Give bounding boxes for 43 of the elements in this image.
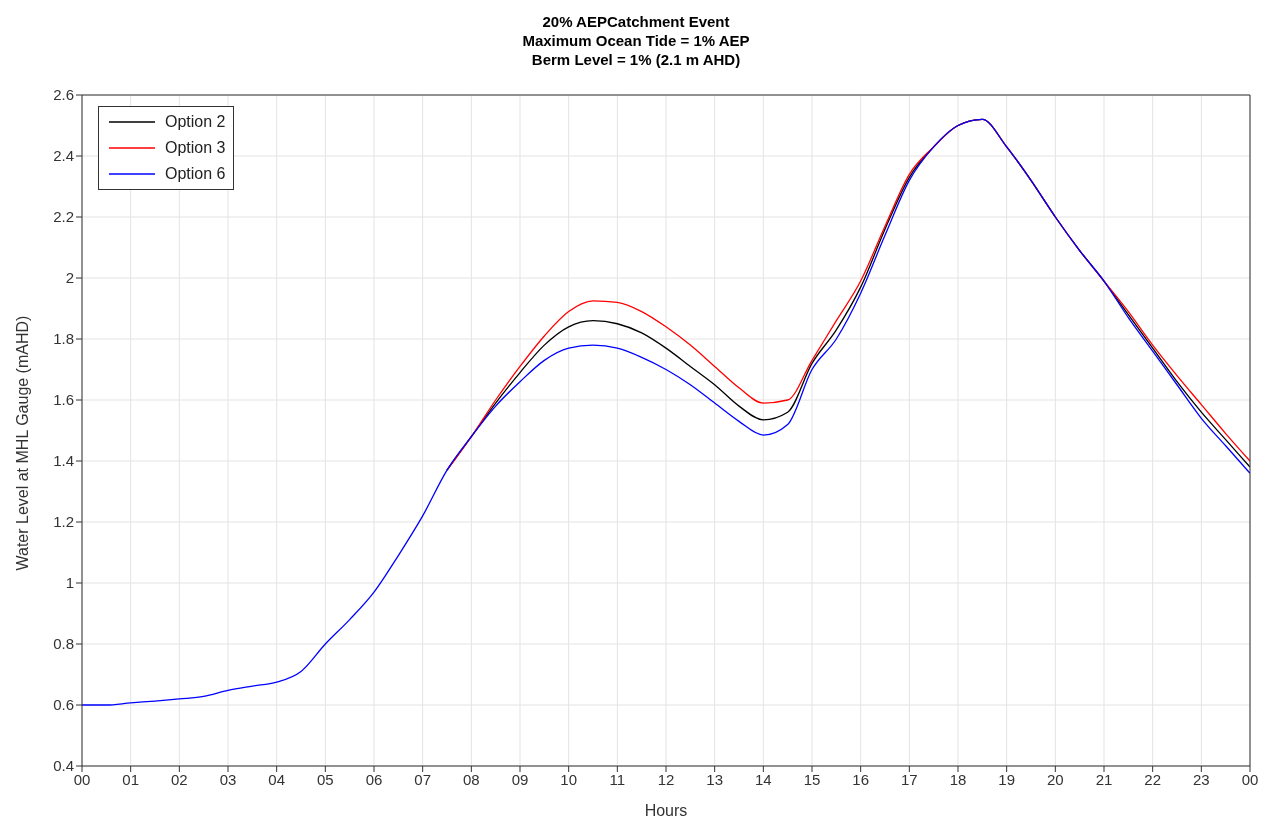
x-tick-label: 05 bbox=[316, 770, 334, 788]
x-tick-label: 01 bbox=[122, 770, 140, 788]
x-tick-label: 13 bbox=[706, 770, 724, 788]
y-tick-label: 0.8 bbox=[53, 635, 74, 653]
x-tick-label: 21 bbox=[1095, 770, 1113, 788]
x-tick-label: 14 bbox=[754, 770, 772, 788]
y-tick-label: 1 bbox=[65, 574, 74, 592]
x-tick-label: 00 bbox=[1241, 770, 1259, 788]
legend-label: Option 2 bbox=[165, 113, 226, 131]
y-tick-label: 0.6 bbox=[53, 696, 74, 714]
chart-title: 20% AEPCatchment Event Maximum Ocean Tide = 1% AEP Berm Level = 1% (2.1 m AHD) bbox=[521, 12, 751, 69]
y-tick-label: 2 bbox=[65, 269, 74, 287]
x-tick-label: 03 bbox=[219, 770, 237, 788]
x-tick-label: 11 bbox=[609, 770, 626, 788]
legend-label: Option 6 bbox=[165, 165, 226, 183]
x-tick-label: 04 bbox=[268, 770, 286, 788]
y-tick-label: 0.4 bbox=[53, 757, 74, 775]
legend-label: Option 3 bbox=[165, 139, 226, 157]
x-tick-label: 09 bbox=[511, 770, 529, 788]
x-tick-label: 06 bbox=[365, 770, 383, 788]
y-tick-label: 2.6 bbox=[53, 86, 74, 104]
x-tick-label: 20 bbox=[1046, 770, 1064, 788]
x-tick-label: 17 bbox=[900, 770, 918, 788]
x-tick-label: 19 bbox=[998, 770, 1016, 788]
x-tick-label: 22 bbox=[1144, 770, 1162, 788]
x-tick-label: 15 bbox=[803, 770, 821, 788]
x-tick-label: 10 bbox=[560, 770, 578, 788]
y-tick-label: 1.8 bbox=[53, 330, 74, 348]
x-tick-label: 02 bbox=[170, 770, 188, 788]
x-tick-label: 00 bbox=[73, 770, 91, 788]
x-tick-label: 23 bbox=[1192, 770, 1210, 788]
x-tick-label: 07 bbox=[414, 770, 432, 788]
y-tick-label: 1.6 bbox=[53, 391, 74, 409]
y-tick-label: 1.2 bbox=[53, 513, 74, 531]
y-axis-title: Water Level at MHL Gauge (mAHD) bbox=[13, 315, 31, 571]
y-tick-label: 1.4 bbox=[53, 452, 74, 470]
x-axis-title: Hours bbox=[644, 802, 688, 819]
x-tick-label: 12 bbox=[657, 770, 675, 788]
x-tick-label: 16 bbox=[852, 770, 870, 788]
x-tick-label: 18 bbox=[949, 770, 967, 788]
y-tick-label: 2.2 bbox=[53, 208, 74, 226]
y-tick-label: 2.4 bbox=[53, 147, 74, 165]
x-tick-label: 08 bbox=[462, 770, 480, 788]
